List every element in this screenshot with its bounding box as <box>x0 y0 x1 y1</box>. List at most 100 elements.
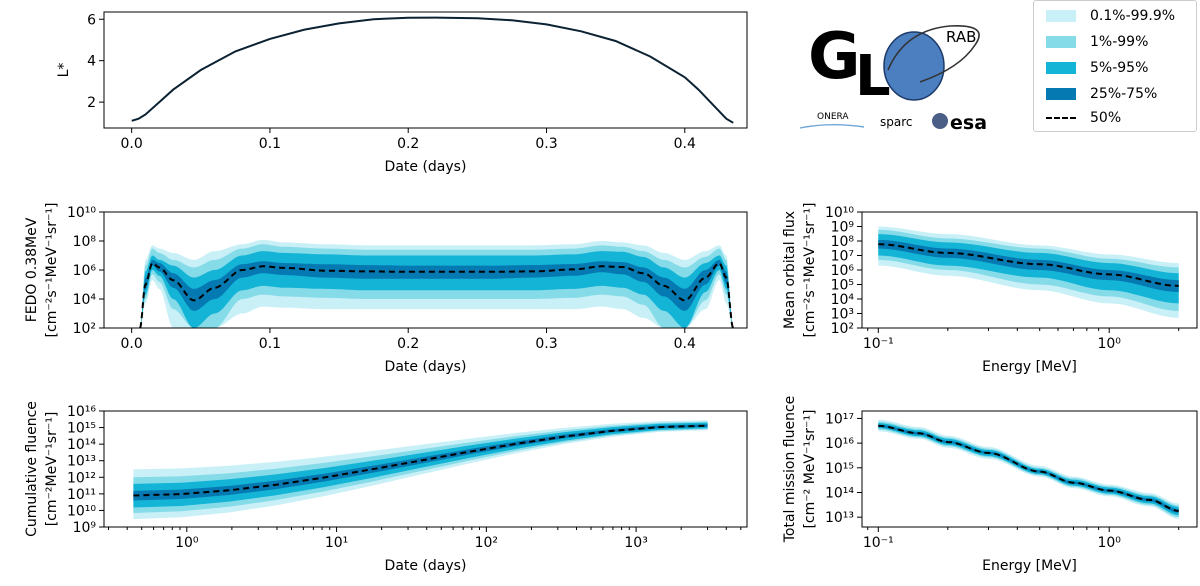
y-tick-label: 6 <box>87 12 96 28</box>
y-tick-label: 10⁴ <box>73 292 97 308</box>
y-tick-label: 10⁹ <box>831 220 855 236</box>
x-tick-label: 10⁻¹ <box>863 535 894 551</box>
y-axis-unit: [cm⁻² MeV⁻¹sr⁻¹] <box>802 409 818 528</box>
y-tick-label: 10³ <box>831 307 854 323</box>
logo-letter-g: G <box>808 20 861 94</box>
y-tick-label: 4 <box>87 54 96 70</box>
y-tick-label: 10¹⁰ <box>67 503 96 519</box>
y-tick-label: 10¹³ <box>825 510 854 526</box>
plot-frame <box>861 410 1198 528</box>
x-tick-label: 0.0 <box>121 136 143 152</box>
y-tick-label: 10¹⁵ <box>825 461 854 477</box>
y-tick-label: 10⁹ <box>73 520 97 536</box>
legend-item: 1%-99% <box>1046 33 1148 51</box>
logo-partner-sparc: sparc <box>880 115 913 129</box>
x-tick-label: 0.3 <box>535 336 557 352</box>
legend-label: 25%-75% <box>1090 86 1158 102</box>
band-25-75 <box>140 259 734 328</box>
chart-cumfluence: 10⁰ 10¹ 10² 10³ 10⁹10¹⁰10¹¹10¹²10¹³10¹⁴10¹⁵1… <box>24 401 748 574</box>
plot-area <box>878 226 1179 318</box>
y-axis-label: Total mission fluence <box>782 396 798 544</box>
y-tick-label: 10⁸ <box>73 234 97 250</box>
x-tick-label: 10³ <box>624 535 647 551</box>
x-tick-label: 10⁰ <box>1097 535 1121 551</box>
esa-icon <box>932 113 948 129</box>
y-axis-label: Cumulative fluence <box>24 401 40 537</box>
legend-label: 5%-95% <box>1090 60 1149 76</box>
logo-partner-onera: ONERA <box>817 112 849 122</box>
y-axis-label: FEDO 0.38MeV <box>24 217 40 322</box>
onera-swoosh <box>799 124 865 129</box>
y-tick-label: 10¹⁶ <box>825 436 854 452</box>
legend-item: 0.1%-99.9% <box>1046 7 1175 25</box>
legend-item: 5%-95% <box>1046 59 1148 77</box>
median-line <box>878 243 1179 287</box>
plot-frame <box>103 11 748 129</box>
x-tick-label: 10⁻¹ <box>863 336 894 352</box>
band-25-75 <box>878 424 1179 513</box>
plot-area <box>133 420 708 520</box>
logo-rab-text: RAB <box>946 28 976 46</box>
y-tick-label: 10¹² <box>67 470 96 486</box>
y-tick-label: 10⁶ <box>831 263 855 279</box>
x-tick-label: 0.3 <box>535 136 557 152</box>
legend-dash <box>1046 117 1076 119</box>
plot-frame <box>103 410 748 528</box>
x-tick-label: 0.1 <box>259 136 281 152</box>
legend-label: 50% <box>1090 110 1122 126</box>
y-tick-label: 10² <box>73 321 96 337</box>
chart-fedo: 0.0 0.1 0.2 0.3 0.4 10² 10⁴ 10⁶ 10⁸ 10¹⁰ Date (day… <box>24 203 748 375</box>
x-axis-label: Date (days) <box>385 159 467 175</box>
x-axis-label: Date (days) <box>385 359 467 375</box>
y-tick-label: 10¹⁷ <box>825 411 854 427</box>
median-line <box>133 424 708 497</box>
y-axis-unit: [cm⁻²MeV⁻¹sr⁻¹] <box>44 412 60 527</box>
x-tick-label: 0.2 <box>397 336 419 352</box>
y-tick-label: 10⁴ <box>831 292 855 308</box>
y-tick-label: 10¹⁰ <box>67 205 96 221</box>
y-axis-label: L* <box>56 63 72 78</box>
y-axis-unit: [cm⁻²s⁻¹MeV⁻¹sr⁻¹] <box>44 203 60 338</box>
x-tick-label: 0.1 <box>259 336 281 352</box>
y-tick-label: 10¹³ <box>67 454 96 470</box>
x-tick-label: 10⁰ <box>1097 336 1121 352</box>
y-tick-label: 10¹⁴ <box>825 485 854 501</box>
x-tick-label: 0.4 <box>674 136 696 152</box>
y-axis-unit: [cm⁻²s⁻¹MeV⁻¹sr⁻¹] <box>802 203 818 338</box>
logo-partner-esa: esa <box>950 112 987 134</box>
x-axis-label: Energy [MeV] <box>982 558 1077 574</box>
legend-swatch <box>1046 10 1076 22</box>
y-axis-label: Mean orbital flux <box>782 211 798 329</box>
median-line <box>139 262 735 328</box>
legend: 0.1%-99.9% 1%-99% 5%-95% 25%-75% 50% <box>1033 0 1197 132</box>
x-tick-label: 0.4 <box>674 336 696 352</box>
plot-area <box>131 16 734 124</box>
logo-globe <box>883 31 945 101</box>
legend-swatch <box>1046 36 1076 48</box>
y-tick-label: 10¹⁰ <box>825 205 854 221</box>
y-tick-label: 10¹⁶ <box>67 404 96 420</box>
x-axis-label: Date (days) <box>385 558 467 574</box>
x-tick-label: 10¹ <box>325 535 348 551</box>
y-tick-label: 10⁶ <box>73 263 97 279</box>
legend-swatch <box>1046 62 1076 74</box>
legend-label: 1%-99% <box>1090 34 1149 50</box>
plot-area <box>139 239 735 328</box>
y-tick-label: 10⁵ <box>831 278 854 294</box>
y-tick-label: 10⁷ <box>831 249 854 265</box>
lstar-line <box>131 16 734 124</box>
y-tick-label: 10¹⁵ <box>67 421 96 437</box>
band-25-75 <box>133 424 708 501</box>
legend-item: 25%-75% <box>1046 85 1157 103</box>
y-tick-label: 10¹¹ <box>67 487 96 503</box>
plot-area <box>878 419 1179 519</box>
legend-item: 50% <box>1046 109 1121 127</box>
x-tick-label: 0.0 <box>121 336 143 352</box>
y-tick-label: 10⁸ <box>831 234 855 250</box>
x-axis-label: Energy [MeV] <box>982 359 1077 375</box>
x-tick-label: 10² <box>475 535 498 551</box>
y-tick-label: 10¹⁴ <box>67 437 96 453</box>
chart-missionfluence: 10⁻¹ 10⁰ 10¹³ 10¹⁴ 10¹⁵ 10¹⁶ 10¹⁷ Energy [MeV] T… <box>782 396 1198 574</box>
